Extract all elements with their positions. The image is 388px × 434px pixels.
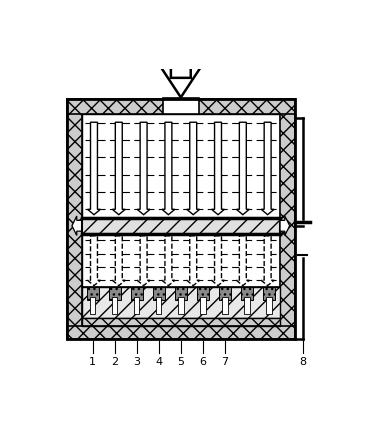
Polygon shape (187, 122, 200, 215)
Bar (163, 98, 199, 114)
Polygon shape (137, 236, 150, 286)
Bar (222, 297, 228, 314)
Bar (175, 287, 187, 300)
Bar (109, 287, 121, 300)
Text: 6: 6 (199, 357, 206, 367)
Text: 7: 7 (221, 357, 229, 367)
Bar (244, 297, 250, 314)
Text: 2: 2 (111, 357, 118, 367)
Bar (131, 287, 143, 300)
Bar (90, 297, 95, 314)
Polygon shape (211, 236, 225, 286)
Bar (280, 99, 295, 339)
Text: 4: 4 (155, 357, 162, 367)
Polygon shape (261, 122, 274, 215)
Bar (153, 287, 165, 300)
Polygon shape (137, 122, 150, 215)
Text: 8: 8 (299, 357, 306, 367)
Polygon shape (88, 236, 100, 286)
Bar (134, 297, 139, 314)
Bar (197, 287, 209, 300)
Polygon shape (113, 236, 125, 286)
Polygon shape (162, 122, 175, 215)
Polygon shape (236, 122, 249, 215)
Bar (67, 99, 295, 339)
Bar (156, 297, 161, 314)
Text: 1: 1 (89, 357, 96, 367)
Polygon shape (161, 67, 201, 97)
Text: 5: 5 (177, 357, 184, 367)
Bar (219, 287, 231, 300)
Polygon shape (113, 122, 125, 215)
Bar (178, 297, 184, 314)
Bar (112, 297, 118, 314)
Bar (266, 297, 272, 314)
Polygon shape (280, 216, 290, 236)
Polygon shape (88, 122, 100, 215)
Bar (241, 287, 253, 300)
Bar (81, 318, 280, 326)
Polygon shape (72, 216, 81, 236)
Polygon shape (261, 236, 274, 286)
Bar (67, 99, 81, 339)
Bar (81, 287, 280, 318)
Polygon shape (187, 236, 200, 286)
Polygon shape (162, 236, 175, 286)
Bar (81, 114, 280, 326)
Bar (87, 287, 99, 300)
Polygon shape (211, 122, 225, 215)
Bar (263, 287, 275, 300)
Text: 3: 3 (133, 357, 140, 367)
Bar (67, 99, 295, 114)
Bar (81, 218, 280, 233)
Polygon shape (236, 236, 249, 286)
Bar (67, 326, 295, 339)
Bar (200, 297, 206, 314)
